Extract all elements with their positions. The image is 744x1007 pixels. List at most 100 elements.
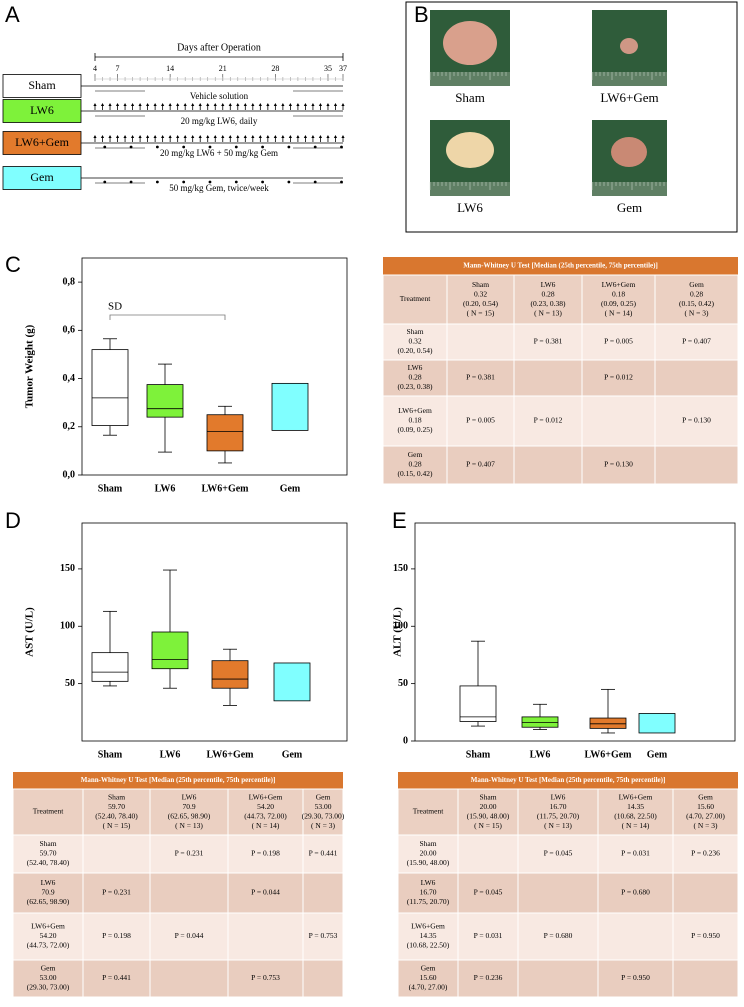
dose-dot (182, 180, 186, 184)
table-cell-text: ( N = 15) (103, 821, 131, 830)
box (589, 717, 627, 729)
photo-frame (405, 1, 738, 233)
table-cell-text: P = 0.236 (474, 973, 503, 982)
dose-dot (234, 145, 238, 149)
dose-dot (155, 145, 159, 149)
dose-arrow-head (198, 103, 202, 106)
dose-arrow-head (146, 135, 150, 138)
box (521, 716, 559, 728)
table-cell-text: (15.90, 48.00) (467, 811, 510, 820)
timeline-title: Days after Operation (177, 42, 261, 53)
x-tick-label: Sham (466, 749, 491, 760)
table-cell-text: ( N = 13) (544, 821, 572, 830)
table-row (397, 834, 739, 874)
table-cell-text: Sham (406, 327, 423, 336)
regimen-label: 20 mg/kg LW6, daily (181, 116, 258, 126)
dose-arrow-head (130, 103, 135, 106)
dose-arrow-head (333, 135, 338, 138)
table-cell-text: ( N = 13) (534, 308, 562, 317)
table-cell-text: P = 0.753 (309, 931, 338, 940)
day-tick-label: 37 (339, 64, 347, 73)
table-cell-text: P = 0.130 (682, 416, 711, 425)
y-tick-label: 0,0 (63, 469, 76, 480)
table-cell-text: P = 0.236 (691, 849, 720, 858)
table-cell-text: 14.35 (627, 802, 644, 811)
plot-area (81, 522, 348, 742)
dose-dot (155, 180, 159, 184)
panel-label: B (414, 2, 429, 27)
day-tick-label: 21 (219, 64, 227, 73)
x-tick-label: LW6 (530, 749, 551, 760)
table-cell-text: Sham (479, 792, 496, 801)
dose-arrow-head (341, 103, 345, 106)
table-row (382, 395, 739, 447)
regimen-label: 20 mg/kg LW6 + 50 mg/kg Gem (160, 148, 278, 158)
dose-dot (261, 145, 264, 149)
dose-arrow-head (333, 103, 338, 106)
table-cell-text: P = 0.198 (251, 849, 280, 858)
table-cell-text: ( N = 3) (311, 821, 336, 830)
table-cell-text: 59.70 (108, 802, 125, 811)
table-cell-text: Sham (39, 839, 56, 848)
dose-arrow-head (123, 103, 127, 106)
table-row (382, 274, 739, 325)
day-tick-label: 28 (271, 64, 279, 73)
y-tick-label: 0,6 (63, 325, 76, 336)
dose-arrow-head (123, 135, 127, 138)
table-cell-text: P = 0.407 (682, 337, 711, 346)
y-axis-label: AST (U/L) (24, 607, 36, 657)
table-cell-text: LW6 (41, 878, 56, 887)
x-tick-label: LW6+Gem (585, 749, 633, 760)
table-cell-text: ( N = 3) (693, 821, 718, 830)
table-cell-text: (10.68, 22.50) (407, 941, 450, 950)
table-cell-text: (62.65, 98.90) (168, 811, 211, 820)
table-cell-text: P = 0.012 (604, 373, 633, 382)
dose-dot (313, 145, 317, 149)
table-cell-text: Gem (41, 964, 56, 973)
table-cell-text: P = 0.441 (102, 973, 131, 982)
table-cell-text: 0.28 (408, 373, 421, 382)
table-cell-text: LW6 (421, 878, 436, 887)
table-cell-text: LW6+Gem (31, 922, 65, 931)
table-cell-text: P = 0.031 (621, 849, 650, 858)
y-axis-label: Tumor Weight (g) (24, 324, 36, 408)
regimen-label: Vehicle solution (190, 91, 249, 101)
y-tick-label: 0 (403, 735, 408, 746)
dose-arrow-head (326, 135, 330, 138)
photo-label: Gem (617, 200, 642, 215)
dose-arrow-head (288, 103, 292, 106)
table-cell-text: Gem (316, 792, 331, 801)
panel-label: E (392, 508, 407, 533)
table-cell-text: 14.35 (420, 931, 437, 940)
dose-dot (287, 145, 291, 149)
table-cell-text: 15.60 (420, 973, 437, 982)
table-cell-text: LW6 (182, 792, 197, 801)
dose-arrow-head (243, 103, 247, 106)
table-cell-text: 0.18 (612, 289, 625, 298)
photo-label: LW6 (457, 200, 483, 215)
table-cell-text: LW6+Gem (398, 406, 432, 415)
table-cell-text: Treatment (33, 807, 64, 816)
dose-arrow-head (108, 135, 112, 138)
table-cell-text: 16.70 (550, 802, 567, 811)
table-cell-text: Treatment (413, 807, 444, 816)
dose-dot (182, 145, 186, 149)
table-cell-text: 15.60 (697, 802, 714, 811)
table-cell-text: ( N = 14) (252, 821, 280, 830)
y-tick-label: 0,8 (63, 276, 76, 287)
table-cell-text: P = 0.950 (621, 973, 650, 982)
table-cell-text: (10.68, 22.50) (614, 811, 657, 820)
table-row (382, 359, 739, 397)
table-cell-text: LW6 (408, 363, 423, 372)
dose-arrow-head (213, 135, 217, 138)
dose-arrow-head (153, 103, 157, 106)
y-tick-label: 50 (65, 678, 75, 689)
table-cell-text: ( N = 15) (474, 821, 502, 830)
table-cell-text: P = 0.044 (251, 888, 280, 897)
table-cell-text: Gem (408, 450, 423, 459)
y-tick-label: 150 (393, 563, 408, 574)
table-row (397, 872, 739, 914)
table-cell-text: P = 0.012 (534, 416, 563, 425)
table-cell-text: LW6+Gem (249, 792, 283, 801)
